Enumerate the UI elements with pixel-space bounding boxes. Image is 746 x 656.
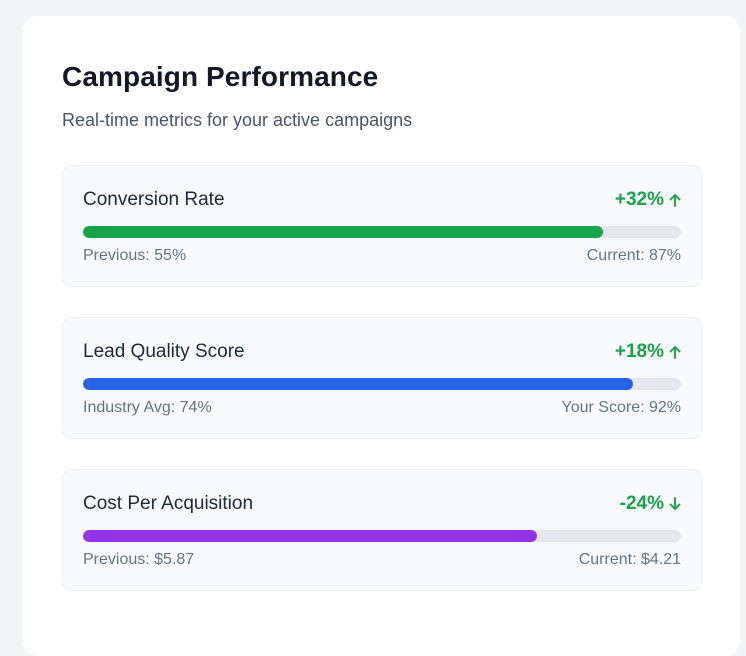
metric-change-value: +32% [614,189,664,210]
metric-header: Cost Per Acquisition -24% [83,490,681,518]
metric-previous-label: Previous: 55% [83,247,187,264]
progress-bar-fill [83,378,634,390]
metric-footer: Previous: 55% Current: 87% [83,245,681,267]
metric-footer: Previous: $5.87 Current: $4.21 [83,549,681,571]
arrow-up-icon [669,193,681,207]
metric-your-score-label: Your Score: 92% [561,399,681,416]
metric-header: Conversion Rate +32% [83,186,681,214]
page-title: Campaign Performance [62,61,379,92]
metric-previous-label: Previous: $5.87 [83,551,195,568]
metric-change-value: -24% [619,493,664,514]
progress-bar-fill [83,226,604,238]
metric-change: +18% [615,338,681,366]
metric-change: +32% [615,186,681,214]
metric-header: Lead Quality Score +18% [83,338,681,366]
metric-name: Lead Quality Score [83,341,245,362]
metric-change: -24% [620,490,681,518]
metric-card-cost-per-acquisition: Cost Per Acquisition -24% Previous: $5.8… [62,469,702,591]
progress-bar-fill [83,530,538,542]
progress-bar-track [83,378,681,390]
metric-name: Cost Per Acquisition [83,493,254,514]
metric-current-label: Current: 87% [586,247,681,264]
arrow-down-icon [669,497,681,511]
metric-name: Conversion Rate [83,189,225,210]
metric-industry-avg-label: Industry Avg: 74% [83,399,212,416]
metric-current-label: Current: $4.21 [578,551,681,568]
metric-card-lead-quality-score: Lead Quality Score +18% Industry Avg: 74… [62,317,702,439]
progress-bar-track [83,530,681,542]
metrics-list: Conversion Rate +32% Previous: 55% Curre… [62,165,702,591]
arrow-up-icon [669,345,681,359]
metric-card-conversion-rate: Conversion Rate +32% Previous: 55% Curre… [62,165,702,287]
page-subtitle: Real-time metrics for your active campai… [62,110,413,130]
metric-footer: Industry Avg: 74% Your Score: 92% [83,397,681,419]
metric-change-value: +18% [614,341,664,362]
campaign-performance-card: Campaign Performance Real-time metrics f… [22,16,740,656]
progress-bar-track [83,226,681,238]
